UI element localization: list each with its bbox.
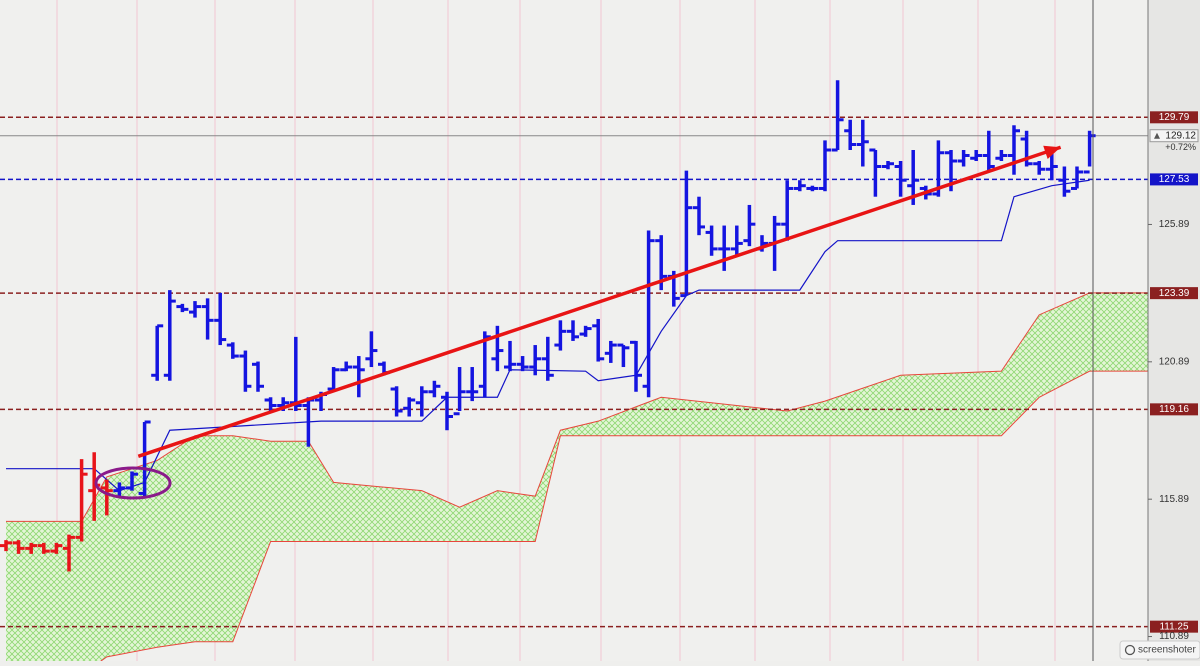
change-label: +0.72% <box>1165 142 1196 152</box>
y-tick-label: 125.89 <box>1159 219 1190 230</box>
watermark: screenshoter <box>1119 640 1200 660</box>
level-label-box <box>1150 173 1198 186</box>
watermark-box <box>1119 640 1200 660</box>
last-price-marker <box>1154 132 1160 139</box>
last-price-label: 129.12 <box>1165 130 1196 141</box>
level-label-box <box>1150 287 1198 300</box>
level-label: 111.25 <box>1159 621 1189 632</box>
plot <box>0 80 1148 661</box>
level-label-box <box>1150 403 1198 416</box>
axis-labels: 129.79 123.39 119.16 111.25 127.53 129.12+0.7… <box>1148 111 1199 642</box>
trendline-arrowhead <box>1043 145 1061 159</box>
highlight-ellipse <box>94 466 172 500</box>
level-label: 127.53 <box>1159 174 1190 185</box>
level-label: 129.79 <box>1159 112 1190 123</box>
level-label: 119.16 <box>1159 404 1189 415</box>
y-tick-label: 110.89 <box>1159 631 1189 642</box>
price-axis <box>1148 0 1200 661</box>
level-label: 123.39 <box>1159 288 1190 299</box>
watermark-icon <box>1124 644 1136 656</box>
cloud-top <box>6 292 1148 522</box>
trendline <box>137 145 1062 458</box>
watermark-text: screenshoter <box>1138 645 1196 656</box>
cloud-fill <box>6 292 1148 661</box>
cloud-bottom <box>100 370 1148 661</box>
level-label-box <box>1150 620 1198 633</box>
level-label-box <box>1150 111 1198 124</box>
y-tick-label: 115.89 <box>1159 494 1189 505</box>
last-price-box <box>1149 129 1199 143</box>
y-tick-label: 120.89 <box>1159 356 1190 367</box>
